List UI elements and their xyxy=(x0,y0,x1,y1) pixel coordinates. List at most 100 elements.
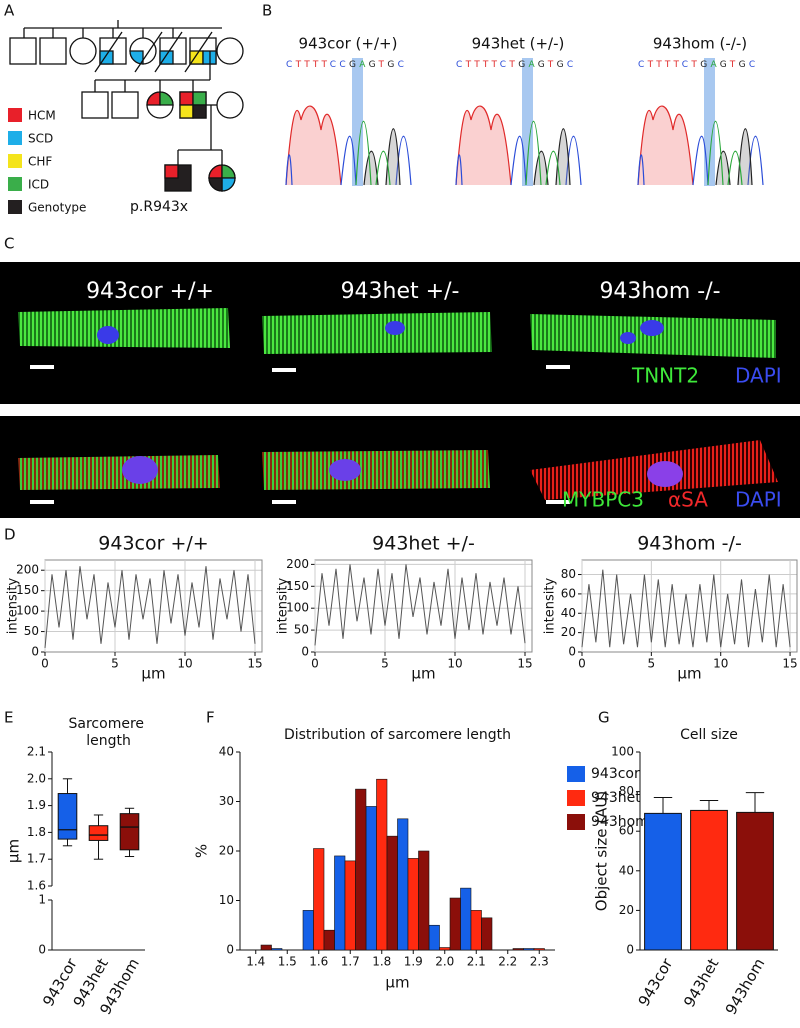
trace-title: 943cor (+/+) xyxy=(299,35,398,53)
bar xyxy=(481,917,493,951)
bar xyxy=(323,929,335,951)
bar xyxy=(512,948,524,951)
x-tick-label: 15 xyxy=(517,657,532,671)
bar xyxy=(523,948,535,951)
chart-title: 943hom -/- xyxy=(637,533,742,555)
image-title: 943cor +/+ xyxy=(86,279,214,304)
y-tick-label: 0 xyxy=(31,645,39,659)
y-axis-label: Object size (AU) xyxy=(593,791,611,911)
bar xyxy=(386,835,398,951)
x-tick-label: 5 xyxy=(111,657,119,671)
image-title: 943hom -/- xyxy=(599,279,720,304)
trace-title: 943hom (-/-) xyxy=(653,35,747,53)
bar xyxy=(260,944,272,951)
x-tick-label: 0 xyxy=(311,657,319,671)
bar xyxy=(460,887,472,951)
legend-swatch xyxy=(8,200,22,214)
y-tick-label: 2.0 xyxy=(27,771,46,785)
legend-swatch xyxy=(8,131,22,145)
y-tick-label: 1.7 xyxy=(27,852,46,866)
legend-label: HCM xyxy=(28,109,56,123)
bar xyxy=(449,897,461,951)
x-axis-label: µm xyxy=(385,974,409,992)
x-tick-label: 5 xyxy=(381,657,389,671)
stain-label: αSA xyxy=(668,488,708,512)
legend-label: 943hom xyxy=(591,814,649,830)
bar xyxy=(439,947,451,951)
x-axis-label: µm xyxy=(411,665,435,683)
x-tick-label: 15 xyxy=(247,657,262,671)
x-tick-label: 0 xyxy=(41,657,49,671)
y-tick-label: 1.6 xyxy=(27,879,46,893)
y-tick-label: 80 xyxy=(619,784,634,798)
y-tick-label: 200 xyxy=(286,557,309,571)
bar xyxy=(271,948,283,951)
trace xyxy=(707,120,743,186)
bar xyxy=(365,806,377,951)
y-tick-label: 0 xyxy=(38,943,46,957)
y-tick-label: 50 xyxy=(294,623,309,637)
panel-label: A xyxy=(4,2,15,20)
box xyxy=(119,813,140,851)
legend-swatch xyxy=(8,154,22,168)
chart-title: Cell size xyxy=(680,727,738,743)
line xyxy=(581,569,791,648)
variant-label: p.R943x xyxy=(130,199,188,215)
y-tick-label: 0 xyxy=(568,645,576,659)
bar xyxy=(355,788,367,951)
x-tick-label: 943het xyxy=(680,955,722,1010)
y-tick-label: 20 xyxy=(219,844,234,858)
stain-label: MYBPC3 xyxy=(562,488,644,512)
legend-label: SCD xyxy=(28,132,53,146)
sequence: CTTTTCTGAGTGC xyxy=(456,60,576,70)
pedigree-legend: HCM SCD CHF ICD Genotype xyxy=(8,108,86,215)
y-tick-label: 40 xyxy=(561,606,576,620)
x-axis-label: µm xyxy=(141,665,165,683)
stain-label: DAPI xyxy=(735,488,782,512)
y-axis-label: intensity xyxy=(6,578,21,635)
x-tick-label: 2.3 xyxy=(530,955,549,969)
y-tick-label: 20 xyxy=(619,903,634,917)
legend-swatch xyxy=(567,814,585,830)
y-tick-label: 150 xyxy=(286,579,309,593)
legend-swatch xyxy=(8,108,22,122)
y-tick-label: 20 xyxy=(561,625,576,639)
bar xyxy=(428,924,440,951)
panel-label: B xyxy=(262,2,272,20)
y-tick-label: 50 xyxy=(24,624,39,638)
legend-label: Genotype xyxy=(28,201,86,215)
x-tick-label: 1.4 xyxy=(246,955,265,969)
panel-label: D xyxy=(4,526,16,544)
highlight xyxy=(352,58,363,186)
trace xyxy=(637,105,694,186)
y-tick-label: 100 xyxy=(286,601,309,615)
sequencing: 943cor (+/+) CTTTTCCGAGTGC 943het (+/-) CTT… xyxy=(285,35,764,186)
x-tick-label: 1.8 xyxy=(372,955,391,969)
bar xyxy=(344,860,356,951)
bar xyxy=(418,850,430,951)
panel-labels: A B C D E F G xyxy=(4,2,610,727)
legend-label: 943het xyxy=(591,790,641,806)
y-tick-label: 0 xyxy=(626,943,634,957)
x-tick-label: 1.6 xyxy=(309,955,328,969)
y-tick-label: 1 xyxy=(38,893,46,907)
trace xyxy=(637,135,764,186)
trace xyxy=(355,120,391,186)
bar xyxy=(407,858,419,951)
y-tick-label: 60 xyxy=(619,824,634,838)
chart-title: 943cor +/+ xyxy=(98,533,208,555)
x-tick-label: 10 xyxy=(713,657,728,671)
bar xyxy=(313,848,325,951)
legend-swatch xyxy=(567,766,585,782)
x-tick-label: 10 xyxy=(447,657,462,671)
highlight xyxy=(522,58,533,186)
x-tick-label: 1.7 xyxy=(341,955,360,969)
plot-frame xyxy=(44,559,263,653)
trace xyxy=(285,105,342,186)
bar xyxy=(736,811,774,951)
box xyxy=(57,793,78,840)
legend-label: CHF xyxy=(28,155,52,169)
sequence: CTTTTCCGAGTGC xyxy=(286,60,407,70)
y-axis-label: intensity xyxy=(276,578,291,635)
